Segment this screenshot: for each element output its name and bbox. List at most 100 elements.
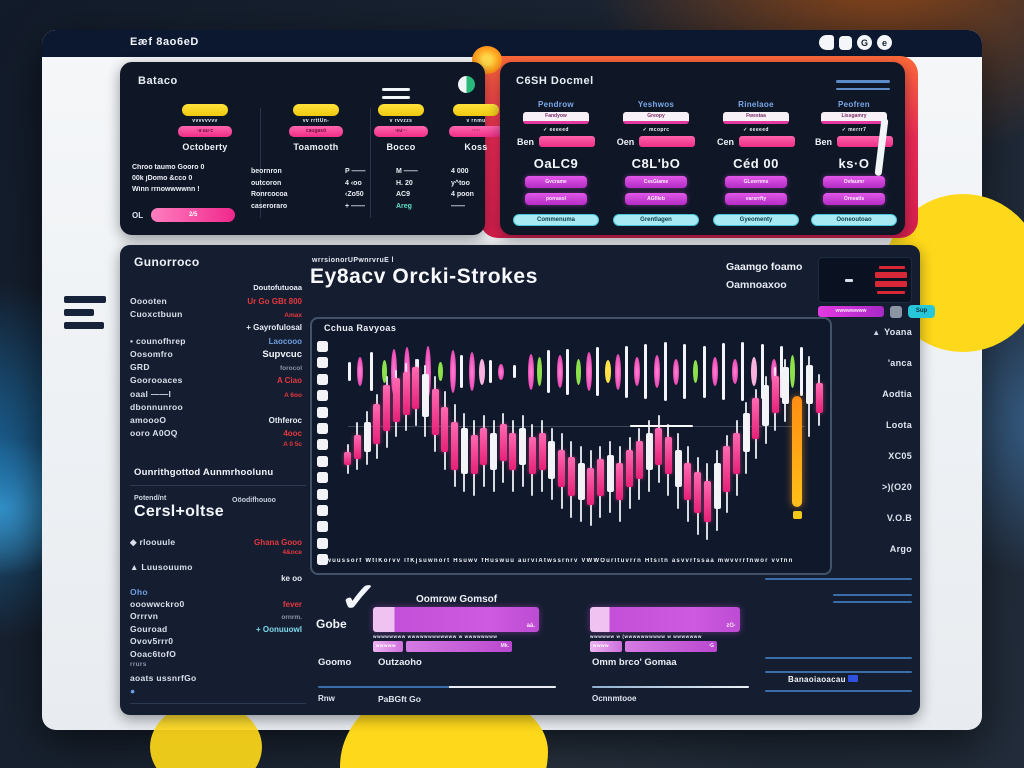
candle-body	[402, 371, 410, 416]
toggle-icon[interactable]	[458, 76, 475, 93]
right-label-list: ▲ Yoana 'anca Aodtia Loota XC05 >)(O20 V.O.B Arg…	[832, 327, 912, 587]
white-pill-button[interactable]: Fandyow	[523, 112, 589, 124]
cyan-pill-button[interactable]: Grentlagen	[613, 214, 699, 226]
chart-checkbox[interactable]	[317, 537, 328, 549]
cyan-pill-button[interactable]: Commenuma	[513, 214, 599, 226]
progress-bar-small[interactable]: wwww	[590, 641, 622, 652]
magenta-pill-button[interactable]: Ovfaumr	[823, 176, 885, 188]
magenta-pill-button[interactable]: Gvcrame	[525, 176, 587, 188]
progress-bar-small[interactable]: wwwww	[373, 641, 403, 652]
progress-bar-large[interactable]: aá.	[373, 607, 539, 632]
chart-checkbox[interactable]	[317, 357, 328, 369]
gray-chip-button[interactable]	[890, 305, 902, 318]
chart-checkbox[interactable]	[317, 554, 328, 566]
candle-body	[742, 413, 750, 453]
hamburger-menu-icon[interactable]	[64, 296, 106, 335]
rounded-square-icon[interactable]	[839, 35, 852, 50]
legend-red-bar	[879, 266, 905, 269]
order-column: Rinelaoe Fwestaa ✓ eeeeed Cen Céd 00 GLeernms…	[708, 100, 804, 226]
chart-checkbox[interactable]	[317, 455, 328, 467]
layer-label[interactable]: ▲ Yoana	[872, 327, 912, 337]
white-pill-button[interactable]: Lissgamry	[821, 112, 887, 124]
label-text: Loota	[886, 420, 912, 430]
chart-checkbox[interactable]	[317, 439, 328, 451]
menu-bar	[836, 80, 890, 83]
indicator-blob	[624, 345, 628, 398]
chart-checkbox[interactable]	[317, 521, 328, 533]
progress-bar-small[interactable]: Mk.	[406, 641, 512, 652]
progress-bar-small[interactable]: ·G	[625, 641, 717, 652]
candle-body	[635, 441, 643, 479]
layer-label[interactable]: Aodtia	[882, 389, 912, 399]
half-disc-icon[interactable]	[819, 35, 834, 50]
yellow-pill-button[interactable]	[293, 104, 339, 116]
list-item: ●	[130, 686, 304, 698]
item-label: amoooO	[130, 414, 167, 425]
indicator-blob	[615, 353, 622, 390]
badge-icon[interactable]: e	[877, 35, 892, 50]
list-item[interactable]: + Gayrofulosal	[130, 323, 304, 336]
order-row: Ben	[815, 136, 893, 147]
chart-checkbox[interactable]	[317, 390, 328, 402]
yellow-pill-button[interactable]	[182, 104, 228, 116]
magenta-pill-button[interactable]: AGfiIeb	[625, 193, 687, 205]
pink-pill-button[interactable]	[739, 136, 795, 147]
yellow-pill-button[interactable]	[378, 104, 424, 116]
pink-pill-button[interactable]	[639, 136, 696, 147]
hamburger-icon[interactable]	[382, 88, 410, 104]
footer-link-text: Banaoiaoacau	[788, 675, 846, 684]
indicator-blob	[595, 347, 599, 397]
list-item[interactable]: Gouroad + Oonuuowl	[130, 624, 304, 636]
footer-link[interactable]: Banaoiaoacau	[788, 675, 858, 684]
white-pill-button[interactable]: Fwestaa	[723, 112, 789, 124]
progress-bar-large[interactable]: zG·	[590, 607, 740, 632]
balance-footer: OL 2/5	[132, 208, 236, 222]
pink-pill-button[interactable]: caugasó	[289, 126, 343, 137]
pink-pill-button[interactable]	[837, 136, 893, 147]
chart-checkbox[interactable]	[317, 373, 328, 385]
chart-checkbox[interactable]	[317, 341, 328, 352]
pink-pill-button[interactable]: ·····	[449, 126, 503, 137]
candle-body	[490, 432, 498, 470]
layer-label[interactable]: Argo	[890, 544, 912, 554]
indicator-blob	[391, 348, 398, 395]
candle-body	[499, 424, 507, 462]
yellow-pill-button[interactable]	[453, 104, 499, 116]
item-value: Othferoc	[268, 415, 302, 425]
magenta-chip-button[interactable]: wwwwwwww	[818, 306, 884, 317]
item-label: Oosomfro	[130, 348, 174, 359]
chart-checkbox[interactable]	[317, 505, 328, 516]
price-value: OaLC9	[533, 156, 579, 171]
cyan-pill-button[interactable]: Ooneoutoao	[811, 214, 897, 226]
stat-value: outcoron	[251, 179, 282, 187]
magenta-pill-button[interactable]: porrasol	[525, 193, 587, 205]
badge-icon[interactable]: G	[857, 35, 872, 50]
pink-pill-button[interactable]	[539, 136, 595, 147]
small-bars: wwwww Mk.	[373, 641, 539, 652]
layer-label[interactable]: >)(O20	[882, 482, 912, 492]
white-pill-button[interactable]: Greopy	[623, 112, 689, 124]
item-value: A 6oo	[284, 391, 302, 399]
checkmark-icon: ✓	[339, 576, 379, 620]
magenta-pill-button[interactable]: Orneatls	[823, 193, 885, 205]
chart-checkbox[interactable]	[317, 423, 328, 434]
stat-value: Ronrcocoa	[251, 191, 288, 198]
layer-label[interactable]: Loota	[886, 420, 912, 430]
magenta-pill-button[interactable]: CssGlame	[625, 176, 687, 188]
label-text: 'anca	[887, 358, 912, 368]
layer-label[interactable]: V.O.B	[887, 513, 912, 523]
hamburger-icon[interactable]	[836, 80, 890, 95]
layer-label[interactable]: XC05	[888, 451, 912, 461]
pink-pill-button[interactable]: ·a·au·c	[178, 126, 232, 137]
chart-checkbox[interactable]	[317, 488, 328, 500]
pink-pill-button[interactable]: ·eu···	[374, 126, 428, 137]
layer-label[interactable]: 'anca	[888, 358, 912, 368]
order-column-label: Pendrow	[538, 100, 574, 109]
cyan-chip-button[interactable]: Sup	[908, 305, 935, 318]
chart-checkbox[interactable]	[317, 406, 328, 418]
chart-checkbox[interactable]	[317, 472, 328, 484]
magenta-pill-button[interactable]: earsrrfty	[725, 193, 787, 205]
magenta-pill-button[interactable]: GLeernms	[725, 176, 787, 188]
progress-pill-button[interactable]: 2/5	[151, 208, 236, 222]
cyan-pill-button[interactable]: Gyeomenty	[713, 214, 799, 226]
